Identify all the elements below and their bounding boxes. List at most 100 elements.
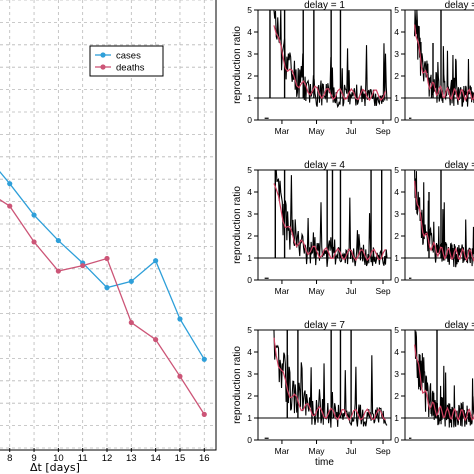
legend-deaths-marker [100,64,106,70]
panel-y-tick-label: 3 [394,49,399,59]
left-x-tick-label: 11 [78,453,88,464]
series-deaths-point [104,255,110,262]
panel-x-tick-label: Jul [346,126,357,136]
series-deaths-point [80,263,86,269]
panel-y-tick-label: 4 [394,187,399,197]
panel-y-tick-label: 0 [247,275,252,285]
panel-y-tick-label: 5 [247,5,252,15]
left-x-axis-label: Δt [days] [30,461,80,474]
panel-x-tick-label: Sep [375,126,390,136]
series-cases-point [7,181,13,187]
panel-title: delay = 7 [445,320,474,331]
panel-y-tick-label: 0 [394,115,399,125]
left-x-tick-label: 14 [150,453,161,464]
panel-y-tick-label: 0 [394,275,399,285]
panel-series-raw [414,9,474,107]
panel-y-tick-label: 4 [247,187,252,197]
panel-x-axis-label: time [315,457,334,468]
panel-frame [257,169,392,281]
panel-y-tick-label: 3 [247,369,252,379]
panel-y-axis-label: reproduction ratio [232,26,243,104]
series-cases-line [0,171,205,360]
legend-cases-marker [100,52,106,58]
panel-y-tick-label: 2 [247,71,252,81]
series-deaths-point [55,268,61,274]
series-deaths-point [201,411,207,417]
panel-frame [404,9,474,121]
panel-x-tick-label: May [308,446,325,456]
legend-deaths-label: deaths [116,63,145,74]
right-small-multiples: delay = 1 0 1 2 3 4 5 reproduction ratio Mar May J… [232,0,474,468]
panel-y-tick-label: 4 [394,347,399,357]
series-deaths-point [128,319,134,326]
panel-3: delay = 4 0 1 2 3 4 5 reproduction ratio Mar May J… [232,160,392,296]
left-x-tick-label: 16 [199,453,210,464]
panel-title: delay = 1 [304,0,345,11]
panel-x-tick-label: Sep [375,286,390,296]
panel-series-raw [273,329,388,428]
panel-y-tick-label: 1 [394,253,399,263]
panel-x-tick-label: Jul [346,286,357,296]
panel-series-smoothed [414,180,474,262]
panel-series-smoothed [414,344,474,422]
panel-series-raw [414,329,474,428]
series-deaths-point [31,239,37,245]
left-x-tick-label: 13 [126,453,137,464]
panel-series-raw [414,169,474,268]
series-deaths-line [0,199,205,415]
panel-frame [404,169,474,281]
panel-title: delay = 7 [304,320,345,331]
panel-frame [257,329,392,441]
panel-series-raw [273,9,388,109]
panel-x-tick-label: May [308,286,325,296]
series-deaths-point [153,336,159,343]
panel-y-tick-label: 5 [247,325,252,335]
panel-y-tick-label: 2 [247,231,252,241]
panel-y-tick-label: 2 [247,391,252,401]
legend: cases deaths [89,45,164,77]
panel-6: delay = 7 0 1 2 3 4 5 [394,320,474,445]
left-x-tick-label: 15 [175,453,186,464]
left-x-tick-label: 10 [53,453,64,464]
left-x-tick-label: 8 [7,453,12,464]
panel-y-tick-label: 0 [247,435,252,445]
series-cases-point [31,212,37,218]
panel-x-tick-label: May [308,126,325,136]
left-series [0,171,207,417]
panel-x-tick-label: Mar [275,126,290,136]
series-cases-point [153,258,159,264]
panel-y-tick-label: 0 [247,115,252,125]
panel-series-smoothed [273,25,387,102]
panel-2: delay = 1 0 1 2 3 4 5 [394,0,474,125]
panel-y-tick-label: 3 [247,209,252,219]
panel-x-tick-label: Mar [275,286,290,296]
panel-y-tick-label: 5 [394,325,399,335]
panel-x-tick-label: Sep [375,446,390,456]
panel-1: delay = 1 0 1 2 3 4 5 reproduction ratio Mar May J… [232,0,392,136]
series-cases-point [104,285,110,291]
panel-y-tick-label: 1 [394,93,399,103]
panel-y-tick-label: 5 [394,165,399,175]
panel-series-raw [273,169,388,267]
panel-y-tick-label: 2 [394,71,399,81]
panel-frame [257,9,392,121]
legend-box [89,45,164,77]
panel-y-tick-label: 1 [394,413,399,423]
panel-y-tick-label: 4 [394,27,399,37]
panel-series-smoothed [273,183,386,262]
panel-y-tick-label: 2 [394,391,399,401]
panel-y-tick-label: 3 [394,209,399,219]
panel-series-smoothed [414,24,474,102]
left-line-chart: 8 9 10 11 12 13 14 15 16 Δt [days] cases deaths [0,0,217,474]
series-cases-point [177,316,183,322]
panel-y-tick-label: 2 [394,231,399,241]
panel-y-axis-label: reproduction ratio [232,346,243,424]
panel-y-tick-label: 3 [247,49,252,59]
left-x-tick-label: 12 [102,453,113,464]
series-deaths-point [7,203,13,209]
panel-4: delay = 4 0 1 2 3 4 5 [394,160,474,285]
left-x-tick-label: 9 [31,453,36,464]
panel-y-tick-label: 1 [247,253,252,263]
panel-y-tick-label: 1 [247,93,252,103]
